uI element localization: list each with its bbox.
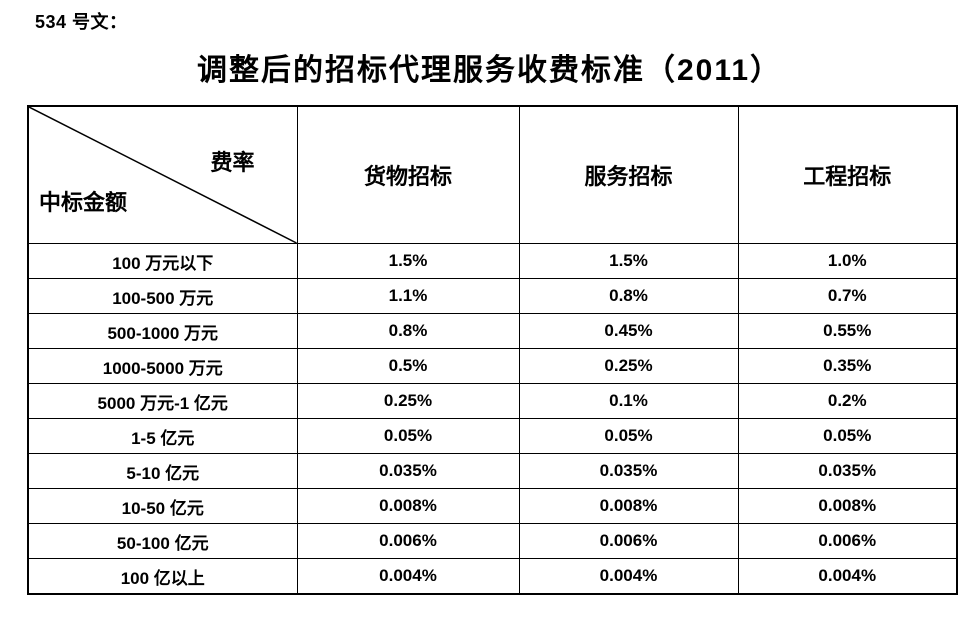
column-header-goods: 货物招标 — [296, 105, 520, 244]
fee-cell: 0.006% — [518, 523, 739, 559]
row-label: 10-50 亿元 — [27, 488, 298, 524]
table-row: 1-5 亿元 0.05% 0.05% 0.05% — [27, 418, 958, 454]
fee-cell: 0.035% — [518, 453, 739, 489]
row-label: 5000 万元-1 亿元 — [27, 383, 298, 419]
document-number-label: 534 号文： — [35, 12, 128, 32]
fee-cell: 0.008% — [518, 488, 739, 524]
fee-cell: 0.35% — [737, 348, 958, 384]
fee-cell: 0.035% — [296, 453, 520, 489]
row-label: 5-10 亿元 — [27, 453, 298, 489]
fee-cell: 0.004% — [518, 558, 739, 595]
fee-cell: 0.004% — [296, 558, 520, 595]
fee-cell: 0.5% — [296, 348, 520, 384]
fee-cell: 0.006% — [737, 523, 958, 559]
table-row: 5-10 亿元 0.035% 0.035% 0.035% — [27, 453, 958, 489]
table-row: 100 万元以下 1.5% 1.5% 1.0% — [27, 243, 958, 279]
fee-cell: 0.05% — [737, 418, 958, 454]
table-row: 100-500 万元 1.1% 0.8% 0.7% — [27, 278, 958, 314]
fee-cell: 1.5% — [296, 243, 520, 279]
header-row: 费率 中标金额 货物招标 服务招标 工程招标 — [27, 105, 958, 244]
fee-cell: 0.008% — [296, 488, 520, 524]
fee-cell: 1.1% — [296, 278, 520, 314]
row-label: 500-1000 万元 — [27, 313, 298, 349]
fee-cell: 0.004% — [737, 558, 958, 595]
fee-cell: 0.2% — [737, 383, 958, 419]
table-row: 100 亿以上 0.004% 0.004% 0.004% — [27, 558, 958, 595]
fee-cell: 0.035% — [737, 453, 958, 489]
fee-cell: 0.45% — [518, 313, 739, 349]
table-row: 1000-5000 万元 0.5% 0.25% 0.35% — [27, 348, 958, 384]
fee-cell: 0.05% — [296, 418, 520, 454]
fee-cell: 0.008% — [737, 488, 958, 524]
fee-cell: 0.8% — [296, 313, 520, 349]
diagonal-line — [29, 107, 297, 243]
column-header-services: 服务招标 — [518, 105, 739, 244]
page-title: 调整后的招标代理服务收费标准（2011） — [196, 54, 783, 87]
row-label: 1000-5000 万元 — [27, 348, 298, 384]
fee-rate-table: 费率 中标金额 货物招标 服务招标 工程招标 100 万元以下 1.5% 1.5… — [27, 105, 958, 595]
fee-cell: 0.8% — [518, 278, 739, 314]
row-label: 100-500 万元 — [27, 278, 298, 314]
fee-cell: 0.25% — [518, 348, 739, 384]
row-label: 100 亿以上 — [27, 558, 298, 595]
table-row: 10-50 亿元 0.008% 0.008% 0.008% — [27, 488, 958, 524]
fee-cell: 0.1% — [518, 383, 739, 419]
row-label: 50-100 亿元 — [27, 523, 298, 559]
row-label: 100 万元以下 — [27, 243, 298, 279]
column-header-engineering: 工程招标 — [737, 105, 958, 244]
fee-cell: 1.0% — [737, 243, 958, 279]
table-row: 50-100 亿元 0.006% 0.006% 0.006% — [27, 523, 958, 559]
corner-label-rate: 费率 — [210, 150, 255, 175]
fee-cell: 0.006% — [296, 523, 520, 559]
table-row: 5000 万元-1 亿元 0.25% 0.1% 0.2% — [27, 383, 958, 419]
fee-cell: 1.5% — [518, 243, 739, 279]
table-row: 500-1000 万元 0.8% 0.45% 0.55% — [27, 313, 958, 349]
diagonal-corner-cell: 费率 中标金额 — [27, 105, 298, 244]
fee-cell: 0.05% — [518, 418, 739, 454]
corner-label-amount: 中标金额 — [39, 190, 128, 215]
fee-cell: 0.55% — [737, 313, 958, 349]
fee-cell: 0.7% — [737, 278, 958, 314]
row-label: 1-5 亿元 — [27, 418, 298, 454]
fee-cell: 0.25% — [296, 383, 520, 419]
